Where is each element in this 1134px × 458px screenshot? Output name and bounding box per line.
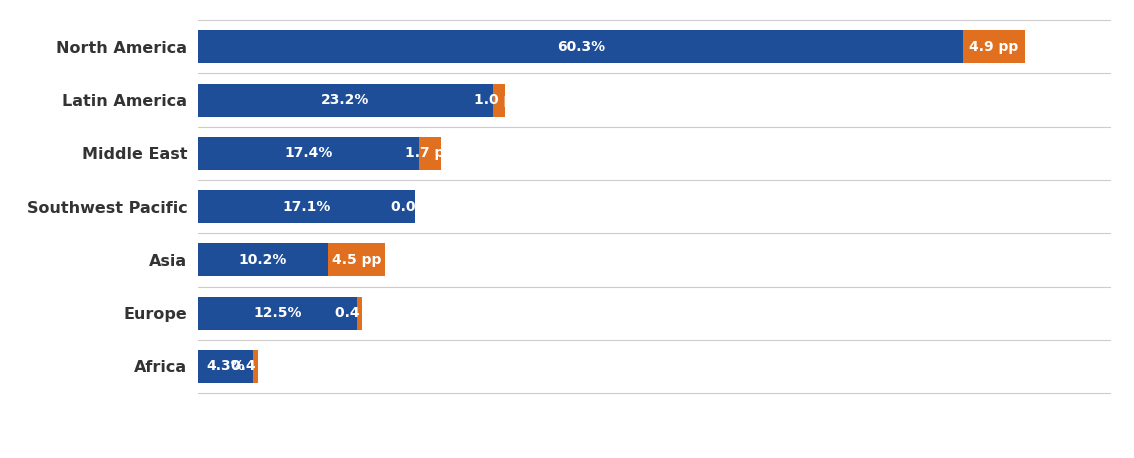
Text: 17.1%: 17.1% xyxy=(282,200,331,213)
Bar xyxy=(963,30,1025,63)
Text: 10.2%: 10.2% xyxy=(239,253,287,267)
Text: 1.7 pp: 1.7 pp xyxy=(405,147,455,160)
Bar xyxy=(198,297,357,330)
Text: 0.0 pp: 0.0 pp xyxy=(391,200,440,213)
Text: 4.3%: 4.3% xyxy=(206,360,245,373)
Bar xyxy=(198,243,328,277)
Bar xyxy=(198,350,253,383)
Text: 12.5%: 12.5% xyxy=(253,306,302,320)
Bar xyxy=(420,137,441,170)
Bar xyxy=(253,350,259,383)
Text: 0.4 pp: 0.4 pp xyxy=(335,306,384,320)
Bar xyxy=(328,243,384,277)
Text: 23.2%: 23.2% xyxy=(321,93,370,107)
Text: 1.0 pp: 1.0 pp xyxy=(474,93,524,107)
Text: 60.3%: 60.3% xyxy=(557,40,604,54)
Bar xyxy=(357,297,362,330)
Bar xyxy=(198,83,492,117)
Text: 4.5 pp: 4.5 pp xyxy=(331,253,381,267)
Bar xyxy=(198,30,963,63)
Bar xyxy=(198,190,415,223)
Bar xyxy=(198,137,420,170)
Bar xyxy=(492,83,506,117)
Text: 0.4 pp: 0.4 pp xyxy=(231,360,280,373)
Text: 4.9 pp: 4.9 pp xyxy=(970,40,1018,54)
Text: 17.4%: 17.4% xyxy=(285,147,333,160)
